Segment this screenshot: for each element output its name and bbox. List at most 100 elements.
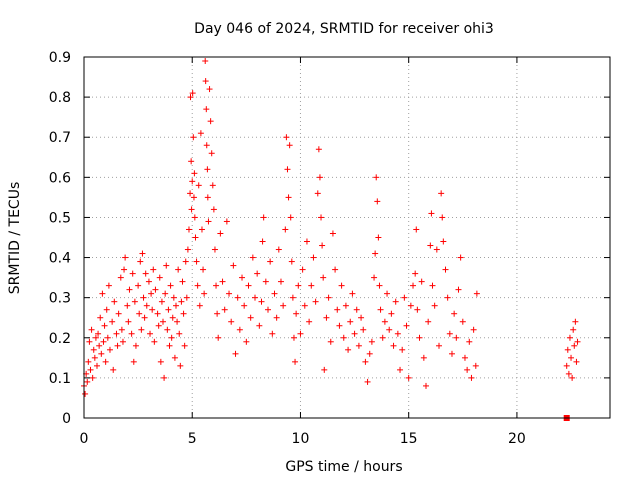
data-point [178,298,185,305]
data-point [390,342,397,349]
data-point [283,134,290,141]
y-tick-label: 0.1 [49,371,71,387]
x-tick-label: 15 [400,431,418,447]
data-point [136,310,143,317]
data-point [93,362,100,369]
data-point [202,78,209,85]
data-point [129,270,136,277]
data-point [189,90,196,97]
data-point [188,158,195,165]
data-point [273,314,280,321]
x-axis-title: GPS time / hours [285,459,402,475]
data-point [113,330,120,337]
data-point [262,278,269,285]
data-point [438,190,445,197]
data-point [392,298,399,305]
data-point [85,358,92,365]
data-point [91,354,98,361]
data-point [388,310,395,317]
data-point [318,214,325,221]
data-point [175,266,182,273]
x-tick-label: 5 [188,431,197,447]
data-point [226,290,233,297]
data-point [427,242,434,249]
data-point [176,330,183,337]
y-tick-label: 0.6 [49,170,71,186]
data-point [364,378,371,385]
data-point [353,306,360,313]
data-point [573,358,580,365]
data-point [228,318,235,325]
data-point [141,314,148,321]
data-point [327,338,334,345]
data-point [206,86,213,93]
data-point [130,358,137,365]
y-tick-label: 0.8 [49,90,71,106]
data-point [358,314,365,321]
data-point [568,354,575,361]
data-point [376,282,383,289]
data-point [351,330,358,337]
data-point [195,182,202,189]
data-point [429,282,436,289]
data-point [399,346,406,353]
data-point [413,226,420,233]
data-point [149,306,156,313]
data-point [245,282,252,289]
data-point [285,194,292,201]
data-point [410,282,417,289]
data-point [84,378,91,385]
data-point [185,226,192,233]
data-point [163,262,170,269]
data-point [473,290,480,297]
data-point [181,342,188,349]
data-point [211,246,218,253]
data-point [180,310,187,317]
data-point [563,362,570,369]
data-point [172,302,179,309]
y-tick-label: 0.5 [49,210,71,226]
data-point [207,118,214,125]
data-point [105,282,112,289]
data-point [461,354,468,361]
data-point [179,278,186,285]
data-point [156,274,163,281]
data-point [314,190,321,197]
data-point [425,318,432,325]
data-point [371,274,378,281]
x-tick-label: 10 [292,431,310,447]
data-point [201,290,208,297]
y-tick-label: 0.4 [49,251,71,267]
tick-labels: 0 0.1 0.2 0.3 0.4 0.5 0.6 0.7 0.8 0.9 0 5 10 15 20 [49,50,526,447]
data-point [92,334,99,341]
data-point [347,318,354,325]
data-point [135,282,142,289]
chart-title: Day 046 of 2024, SRMTID for receiver ohi… [194,21,494,37]
data-point [191,214,198,221]
data-point [572,318,579,325]
data-point [162,290,169,297]
data-point [143,302,150,309]
grid [84,57,610,418]
data-point [152,286,159,293]
data-point [271,290,278,297]
data-point [147,330,154,337]
data-point [115,310,122,317]
data-point [349,290,356,297]
data-point [290,334,297,341]
data-point [189,178,196,185]
data-point [571,342,578,349]
data-point [457,254,464,261]
data-point [440,238,447,245]
data-point [103,306,110,313]
data-point [187,94,194,101]
data-point [101,322,108,329]
data-point [466,338,473,345]
data-point [329,230,336,237]
data-point [569,374,576,381]
data-point [288,258,295,265]
data-point [138,326,145,333]
data-point [203,106,210,113]
data-point [446,330,453,337]
data-point [131,298,138,305]
